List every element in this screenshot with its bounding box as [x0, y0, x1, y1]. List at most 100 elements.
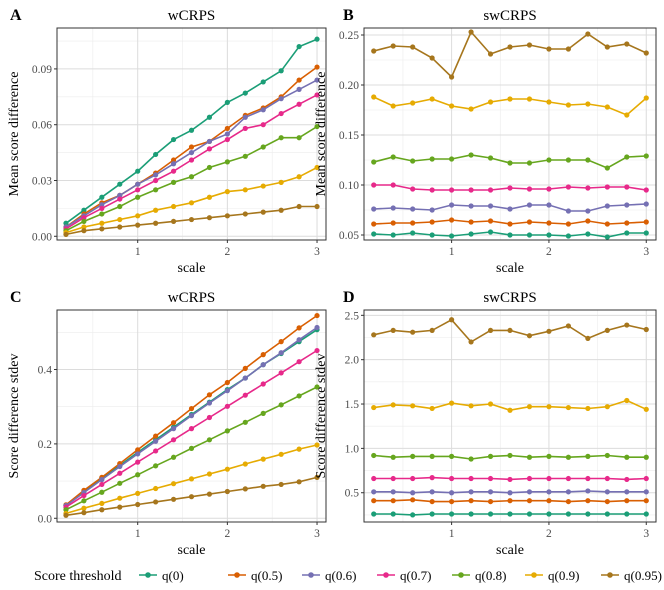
data-point — [449, 453, 455, 459]
data-point — [260, 456, 266, 462]
data-point — [643, 454, 649, 460]
panel-border — [363, 309, 657, 523]
y-tick-label: 0.05 — [339, 230, 359, 242]
y-axis-label: Score difference stdev — [7, 354, 22, 479]
data-point — [565, 475, 572, 482]
data-point — [371, 511, 377, 517]
data-point — [585, 31, 591, 37]
data-point — [188, 174, 195, 180]
data-point — [468, 203, 474, 209]
data-point — [468, 106, 474, 112]
data-point — [507, 44, 513, 50]
data-point — [170, 437, 177, 443]
data-point — [135, 447, 141, 453]
data-point — [314, 77, 320, 83]
data-point — [63, 507, 69, 513]
data-point — [487, 475, 494, 482]
data-point — [624, 220, 630, 226]
data-point — [449, 475, 455, 482]
data-point — [585, 101, 591, 107]
legend-label: q(0) — [162, 568, 184, 583]
data-point — [63, 231, 69, 238]
data-point — [643, 511, 649, 517]
legend-label: q(0.6) — [325, 568, 356, 583]
legend-key-point — [308, 572, 314, 578]
data-point — [546, 186, 552, 192]
y-tick-label: 0.09 — [32, 64, 52, 76]
data-point — [468, 152, 474, 158]
data-point — [314, 384, 320, 390]
data-point — [507, 407, 513, 413]
data-point — [390, 402, 396, 408]
data-point — [314, 474, 320, 480]
data-point — [153, 448, 159, 454]
data-point — [117, 224, 123, 230]
y-tick-label: 1.5 — [345, 399, 360, 411]
data-point — [468, 219, 474, 225]
data-point — [507, 498, 513, 504]
data-point — [296, 77, 302, 83]
x-tick-label: 1 — [135, 246, 141, 258]
data-point — [410, 403, 416, 409]
x-tick-label: 2 — [224, 246, 230, 258]
data-point — [224, 189, 230, 195]
data-point — [170, 161, 177, 167]
data-point — [624, 112, 630, 118]
data-point — [242, 211, 248, 217]
data-point — [468, 231, 474, 237]
data-point — [153, 177, 159, 184]
x-tick-label: 3 — [643, 246, 649, 258]
data-point — [63, 220, 69, 226]
data-point — [81, 510, 87, 516]
data-point — [260, 144, 266, 150]
y-tick-label: 0.0 — [38, 513, 53, 525]
data-point — [487, 51, 494, 57]
data-point — [449, 217, 455, 223]
data-point — [429, 232, 435, 238]
data-point — [99, 220, 105, 226]
data-point — [81, 492, 87, 499]
legend-item: q(0) — [139, 568, 184, 583]
x-tick-label: 1 — [449, 528, 455, 540]
series-q(0.5) — [63, 312, 320, 508]
data-point — [487, 155, 494, 161]
data-point — [242, 365, 248, 371]
data-point — [410, 44, 416, 50]
data-point — [585, 405, 591, 412]
panel-border — [363, 27, 657, 241]
legend: Score threshold q(0) q(0.5) q(0.6) q(0.7) q(0… — [34, 568, 662, 584]
data-point — [526, 404, 533, 410]
data-point — [296, 101, 302, 107]
data-point — [371, 498, 377, 504]
data-point — [117, 196, 123, 202]
data-point — [117, 463, 123, 470]
data-point — [206, 138, 213, 145]
data-point — [468, 498, 474, 504]
legend-label: q(0.9) — [548, 568, 579, 583]
data-point — [643, 187, 649, 193]
data-point — [170, 454, 177, 460]
series-q(0.7) — [371, 182, 649, 193]
data-point — [507, 185, 513, 191]
panel-title: wCRPS — [168, 290, 216, 306]
y-tick-label: 0.5 — [345, 488, 360, 500]
data-point — [624, 154, 630, 160]
data-point — [135, 459, 141, 465]
data-point — [410, 220, 416, 226]
data-point — [314, 64, 320, 70]
data-point — [624, 511, 630, 517]
panel-letter: A — [10, 7, 22, 24]
data-point — [206, 392, 213, 398]
data-point — [260, 381, 266, 387]
data-point — [314, 123, 320, 130]
data-point — [585, 218, 591, 224]
data-point — [242, 486, 248, 492]
data-point — [546, 157, 552, 163]
data-point — [81, 218, 87, 225]
data-point — [170, 496, 177, 502]
data-point — [546, 232, 552, 238]
data-point — [390, 454, 396, 460]
data-point — [643, 230, 649, 236]
